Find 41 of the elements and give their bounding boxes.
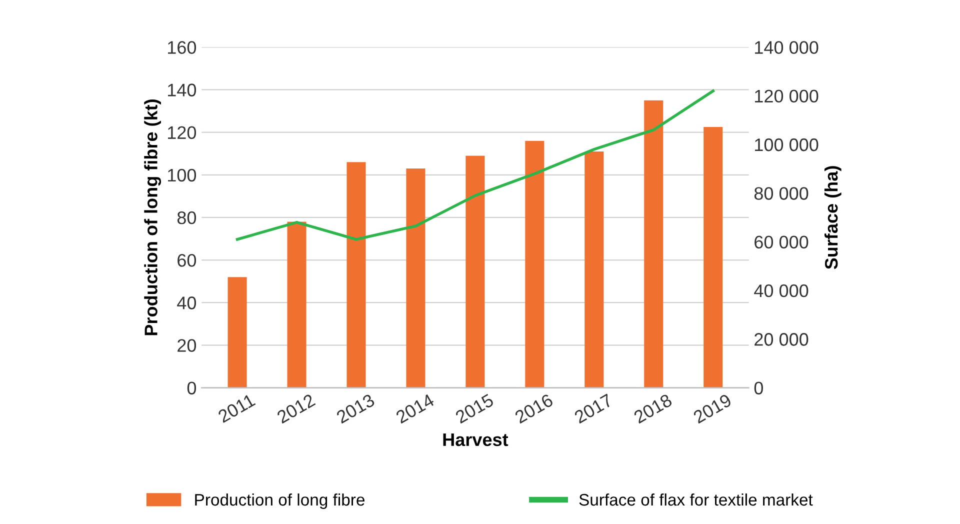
y-tick-label: 20 (178, 339, 196, 352)
y-tick-label: 0 (187, 382, 196, 394)
bar (406, 168, 426, 388)
bar (287, 222, 306, 388)
y2-tick-label: 60 000 (754, 236, 808, 249)
x-tick-label: 2015 (454, 393, 494, 424)
legend-label: Surface of flax for textile market (579, 493, 813, 506)
bar (346, 162, 366, 388)
y-tick-label: 120 (168, 126, 196, 140)
x-axis-title: Harvest (443, 433, 508, 446)
y2-tick-label: 20 000 (754, 333, 808, 346)
bar (704, 126, 723, 388)
x-tick-label: 2013 (336, 393, 376, 424)
y2-tick-label: 100 000 (755, 138, 818, 152)
bar (525, 140, 544, 388)
x-tick-label: 2017 (574, 393, 614, 424)
y2-tick-label: 80 000 (754, 187, 808, 200)
bar (584, 151, 604, 388)
x-tick-label: 2011 (217, 393, 256, 424)
y2-tick-label: 0 (754, 382, 763, 394)
y-tick-label: 60 (178, 254, 196, 267)
line-series (236, 90, 715, 241)
x-tick-label: 2012 (276, 393, 316, 424)
x-tick-label: 2019 (692, 393, 732, 424)
y2-tick-label: 140 000 (755, 41, 818, 54)
bar (228, 277, 247, 388)
x-tick-label: 2014 (395, 393, 436, 424)
legend-label: Production of long fibre (195, 493, 364, 509)
x-tick-label: 2018 (633, 393, 673, 424)
x-tick-label: 2016 (514, 393, 554, 424)
y2-axis-title: Surface (ha) (824, 166, 842, 270)
y-tick-label: 40 (177, 296, 196, 310)
bar (644, 100, 664, 388)
y-tick-label: 160 (168, 41, 196, 54)
y2-tick-label: 40 000 (754, 284, 808, 298)
y-tick-label: 80 (177, 211, 196, 224)
y-tick-label: 100 (168, 168, 196, 182)
y-axis-title: Production of long fibre (kt) (144, 100, 162, 336)
bar (466, 156, 485, 388)
y-tick-label: 140 (168, 84, 196, 96)
y2-tick-label: 120 000 (755, 90, 818, 103)
